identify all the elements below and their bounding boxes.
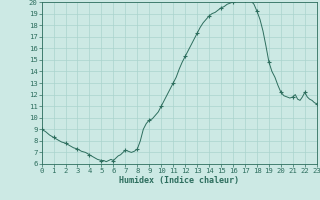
X-axis label: Humidex (Indice chaleur): Humidex (Indice chaleur) <box>119 176 239 185</box>
